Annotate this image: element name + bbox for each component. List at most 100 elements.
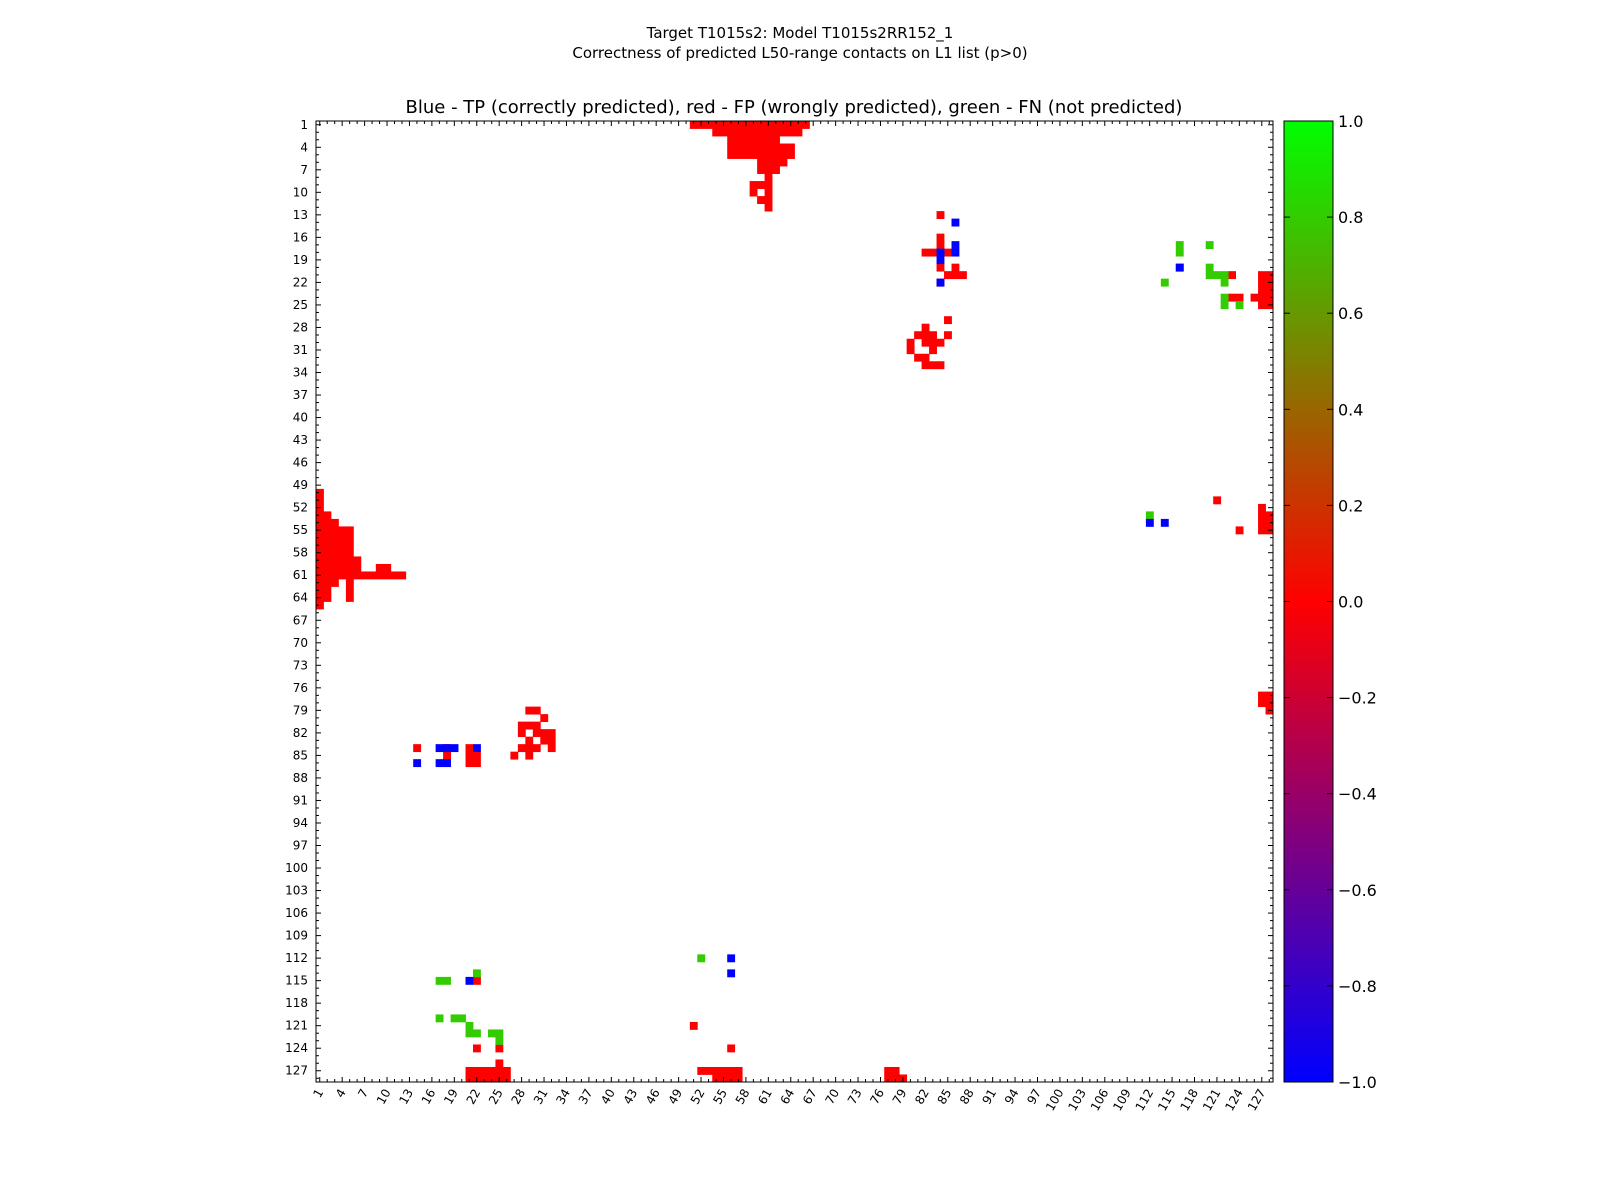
contact-cell-fp (316, 548, 354, 557)
contact-cell-fp (944, 316, 952, 325)
contact-cell-fn (1220, 293, 1229, 302)
y-tick-label: 22 (293, 275, 308, 289)
x-tick-label: 82 (912, 1087, 932, 1107)
contact-cell-fp (1258, 699, 1274, 708)
contact-cell-fp (316, 563, 362, 572)
contact-cell-fn (435, 1014, 444, 1023)
y-tick-label: 7 (300, 163, 308, 177)
y-tick-label: 76 (293, 681, 308, 695)
contact-cell-fp (345, 578, 354, 587)
y-tick-label: 67 (293, 613, 308, 627)
y-tick-label: 85 (293, 748, 308, 762)
contact-cell-fp (345, 586, 354, 595)
x-tick-label: 40 (598, 1087, 618, 1107)
y-tick-label: 124 (285, 1041, 308, 1055)
x-tick-label: 7 (355, 1087, 371, 1101)
colorbar-tick-label: −0.4 (1338, 785, 1377, 804)
colorbar-ticks: 1.0 0.8 0.6 0.4 0.2 0.0 −0.2 −0.4 −0.6 −0.8 −1.0 (1284, 112, 1377, 1092)
x-tick-label: 106 (1088, 1087, 1112, 1114)
plot-frame (315, 120, 1274, 1083)
contact-cell-fp (1258, 278, 1274, 287)
contact-cell-fp (1258, 526, 1274, 535)
contact-cell-tp (473, 744, 481, 753)
y-tick-label: 55 (293, 523, 308, 537)
contact-cell-fp (906, 346, 915, 355)
y-tick-label: 43 (293, 433, 308, 447)
contact-cell-fn (1235, 301, 1244, 310)
contact-cell-tp (413, 759, 422, 768)
contact-cell-fp (316, 518, 339, 527)
contact-cell-tp (727, 954, 736, 963)
y-tick-label: 10 (293, 185, 308, 199)
contact-cell-fp (697, 1066, 743, 1075)
contact-cell-fp (936, 263, 945, 272)
y-tick-label: 61 (293, 568, 308, 582)
contact-cell-fp (495, 1044, 504, 1053)
x-tick-label: 112 (1133, 1087, 1157, 1114)
contact-cell-fn (450, 1014, 466, 1023)
contact-cell-fp (1258, 511, 1274, 520)
contact-cell-tp (435, 759, 451, 768)
contact-cell-fp (1235, 526, 1244, 535)
contact-cell-fp (757, 166, 780, 174)
contact-cell-fp (525, 736, 534, 745)
x-axis-labels: 1 4 7 10 13 16 19 22 25 28 31 34 37 40 43 46 49 52 55 58 61 6… (310, 1087, 1268, 1114)
contact-cell-fn (1175, 241, 1184, 250)
x-tick-label: 37 (576, 1087, 596, 1107)
contact-cell-fp (525, 751, 534, 760)
contact-cell-fp (1258, 286, 1274, 295)
contact-cell-fp (316, 533, 354, 542)
y-tick-label: 37 (293, 388, 308, 402)
contact-cell-fn (1160, 278, 1169, 287)
contact-cell-tp (936, 278, 945, 287)
contact-cell-fp (1228, 271, 1237, 280)
x-tick-label: 43 (621, 1087, 641, 1107)
y-tick-label: 109 (285, 929, 308, 943)
y-tick-label: 52 (293, 501, 308, 515)
colorbar-tick-label: −1.0 (1338, 1073, 1377, 1092)
contact-cell-fp (712, 1074, 743, 1083)
contact-cell-tp (465, 976, 474, 985)
x-tick-label: 19 (441, 1087, 461, 1107)
colorbar-tick-label: −0.8 (1338, 977, 1377, 996)
contact-cell-fp (1258, 503, 1266, 512)
contact-cell-fn (697, 954, 706, 963)
y-axis-labels: 1 4 7 10 13 16 19 22 25 28 31 34 37 40 43 46 49 52 55 58 61 6… (285, 118, 308, 1078)
contact-cell-fp (764, 188, 773, 197)
contact-cell-fp (749, 188, 758, 197)
x-tick-label: 127 (1245, 1087, 1269, 1114)
contact-cell-fp (413, 744, 422, 753)
contact-cell-fp (689, 121, 810, 129)
x-tick-label: 70 (822, 1087, 842, 1107)
x-tick-label: 88 (957, 1087, 977, 1107)
x-tick-label: 121 (1200, 1087, 1224, 1114)
x-tick-label: 55 (710, 1087, 730, 1107)
contact-cell-fp (727, 143, 795, 152)
contact-cell-tp (936, 256, 945, 265)
contact-cell-fp (712, 128, 803, 137)
y-tick-label: 91 (293, 793, 308, 807)
y-tick-label: 73 (293, 658, 308, 672)
x-tick-label: 85 (935, 1087, 955, 1107)
contact-cell-fp (749, 181, 773, 189)
contact-cell-fp (936, 233, 945, 242)
contact-cell-fp (727, 136, 780, 144)
contact-cell-fn (1205, 271, 1229, 280)
contact-cell-fp (1258, 691, 1274, 700)
contact-cell-fp (914, 331, 937, 340)
x-tick-label: 10 (374, 1087, 394, 1107)
x-tick-label: 4 (333, 1087, 349, 1101)
y-tick-label: 88 (293, 771, 308, 785)
colorbar-tick-label: 0.8 (1338, 208, 1363, 227)
x-tick-label: 46 (643, 1087, 663, 1107)
x-tick-label: 16 (419, 1087, 439, 1107)
x-tick-label: 61 (755, 1087, 775, 1107)
contact-cell-fp (465, 1066, 511, 1075)
contact-cell-fp (906, 338, 915, 347)
contact-cell-fp (443, 751, 451, 760)
contact-cell-fn (487, 1029, 504, 1038)
y-tick-label: 46 (293, 456, 308, 470)
contact-cell-fp (936, 241, 945, 250)
contact-cell-fp (727, 151, 795, 159)
